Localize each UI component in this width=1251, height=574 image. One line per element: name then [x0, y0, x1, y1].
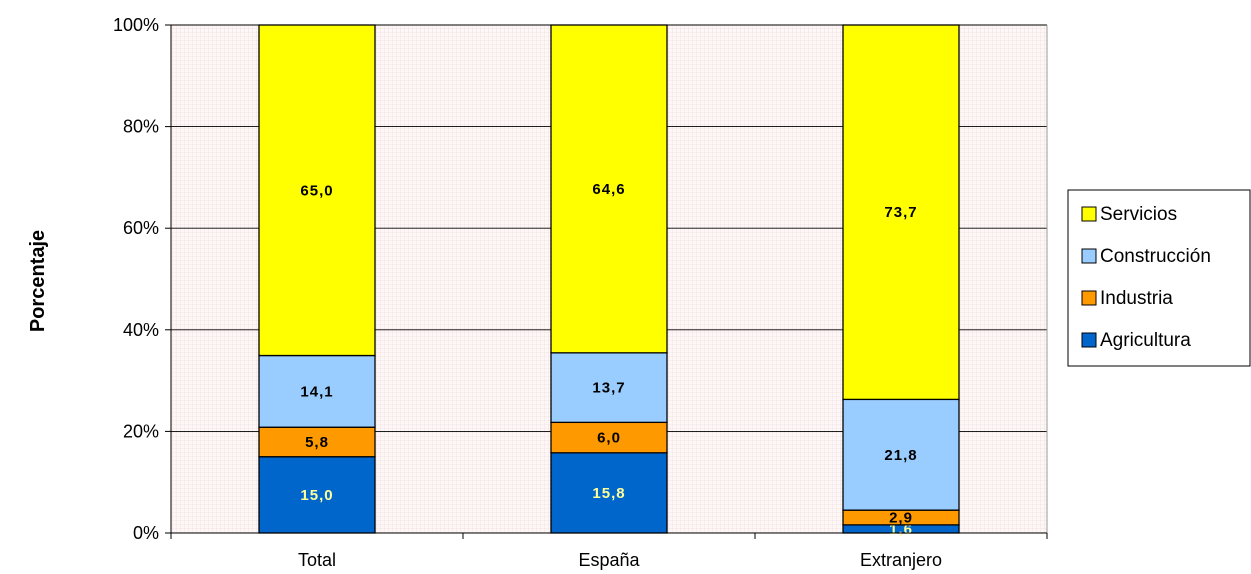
legend-label: Industria: [1100, 288, 1173, 309]
bar-segment-servicios: [550, 24, 668, 354]
legend-item-industria: Industria: [1081, 288, 1173, 309]
legend-label: Construcción: [1100, 246, 1211, 267]
x-tick-label: Total: [298, 550, 336, 570]
legend-swatch: [1081, 248, 1097, 264]
bar-segment-servicios: [258, 24, 376, 357]
y-tick-label: 100%: [113, 15, 159, 35]
data-label: 2,9: [889, 510, 913, 527]
data-label: 13,7: [592, 380, 625, 397]
y-axis-label: Porcentaje: [27, 230, 49, 332]
legend-item-agricultura: Agricultura: [1081, 330, 1191, 351]
legend-label: Agricultura: [1100, 330, 1191, 351]
legend-label: Servicios: [1100, 204, 1177, 225]
legend-item-construcción: Construcción: [1081, 246, 1211, 267]
bar-group-total: 15,0 5,8 14,1 65,0: [258, 24, 376, 534]
legend: Servicios Construcción Industria Agricultur…: [1067, 189, 1251, 367]
data-label: 64,6: [592, 181, 625, 198]
bar-group-extranjero: 1,62,921,873,7: [842, 24, 960, 538]
y-tick-label: 40%: [123, 320, 159, 340]
y-tick-label: 80%: [123, 117, 159, 137]
x-tick-label: Extranjero: [860, 550, 942, 570]
legend-item-servicios: Servicios: [1081, 204, 1177, 225]
bar-segment-industria: [258, 426, 376, 458]
data-label: 6,0: [597, 430, 621, 447]
data-label: 65,0: [300, 182, 333, 199]
bar-group-españa: 15,8 6,0 13,7 64,6: [550, 24, 668, 534]
y-tick-label: 20%: [123, 421, 159, 441]
bar-segment-construcción: [258, 354, 376, 428]
axes: 0% 20% 40% 60% 80% 100% Total España Extranjero: [113, 15, 1048, 570]
legend-swatch: [1081, 290, 1097, 306]
data-label: 5,8: [305, 434, 329, 451]
bar-segment-servicios: [842, 24, 960, 401]
data-label: 21,8: [884, 447, 917, 464]
legend-swatch: [1081, 332, 1097, 348]
data-label: 14,1: [300, 383, 333, 400]
bar-segment-agricultura: [258, 456, 376, 534]
legend-box: [1067, 189, 1251, 367]
x-tick-label: España: [578, 550, 640, 570]
bar-segment-industria: [550, 421, 668, 454]
bars: 15,05,814,165,015,86,013,764,61,62,921,8…: [258, 24, 960, 538]
y-tick-label: 60%: [123, 218, 159, 238]
data-label: 15,8: [592, 485, 625, 502]
legend-swatch: [1081, 206, 1097, 222]
data-label: 73,7: [884, 204, 917, 221]
y-tick-label: 0%: [133, 523, 159, 543]
bar-segment-construcción: [842, 398, 960, 511]
data-label: 15,0: [300, 487, 333, 504]
